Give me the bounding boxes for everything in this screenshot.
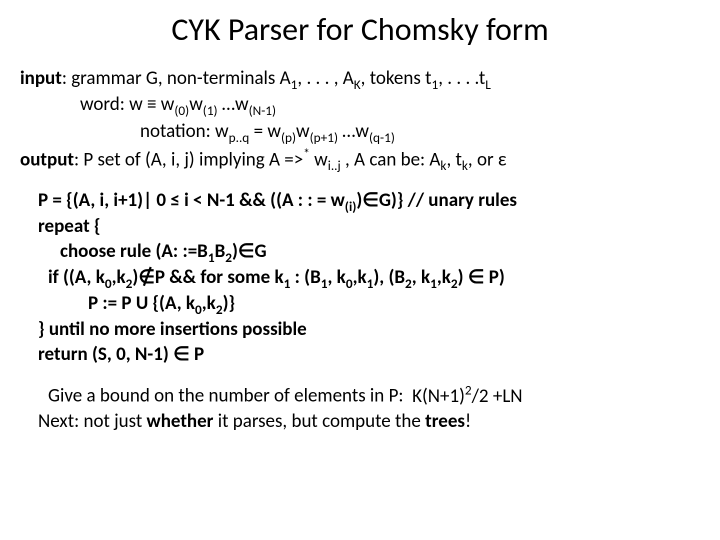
input-label: input <box>20 67 62 90</box>
algo-line-1: P = {(A, i, i+1)| 0 ≤ i < N-1 && ((A : :… <box>38 189 700 215</box>
algo-line-2: repeat { <box>38 215 700 240</box>
next-line: Next: not just whether it parses, but co… <box>38 409 700 435</box>
bound-line: Give a bound on the number of elements i… <box>48 381 700 409</box>
bound-answer: K(N+1)2/2 +LN <box>412 385 523 408</box>
word-line: word: w ≡ w(0)w(1) …w(N-1) <box>20 93 700 119</box>
footer-block: Give a bound on the number of elements i… <box>48 381 700 435</box>
output-line: output: P set of (A, i, j) implying A =>… <box>20 146 700 175</box>
slide-title: CYK Parser for Chomsky form <box>20 10 700 49</box>
algo-line-7: return (S, 0, N-1) ∈ P <box>38 343 700 368</box>
input-line: input: grammar G, non-terminals A1, . . … <box>20 67 700 93</box>
notation-line: notation: wp..q = w(p)w(p+1) …w(q-1) <box>20 120 700 146</box>
algo-line-5: P := P U {(A, k0,k2)} <box>38 292 700 318</box>
algo-line-3: choose rule (A: :=B1B2)∈G <box>38 240 700 266</box>
algorithm-block: P = {(A, i, i+1)| 0 ≤ i < N-1 && ((A : :… <box>38 189 700 367</box>
io-block: input: grammar G, non-terminals A1, . . … <box>20 67 700 175</box>
algo-line-4: if ((A, k0,k2)∉P && for some k1 : (B1, k… <box>38 266 700 292</box>
algo-line-6: } until no more insertions possible <box>38 318 700 343</box>
output-label: output <box>20 149 74 172</box>
